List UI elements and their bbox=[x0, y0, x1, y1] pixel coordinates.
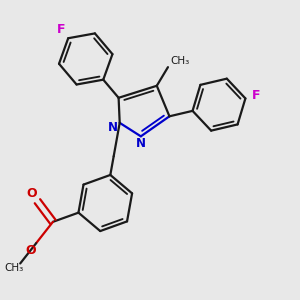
Text: O: O bbox=[26, 187, 37, 200]
Text: CH₃: CH₃ bbox=[4, 263, 23, 273]
Text: CH₃: CH₃ bbox=[170, 56, 189, 66]
Text: O: O bbox=[26, 244, 36, 256]
Text: F: F bbox=[57, 23, 65, 36]
Text: N: N bbox=[136, 136, 146, 150]
Text: N: N bbox=[108, 121, 118, 134]
Text: F: F bbox=[252, 89, 260, 102]
